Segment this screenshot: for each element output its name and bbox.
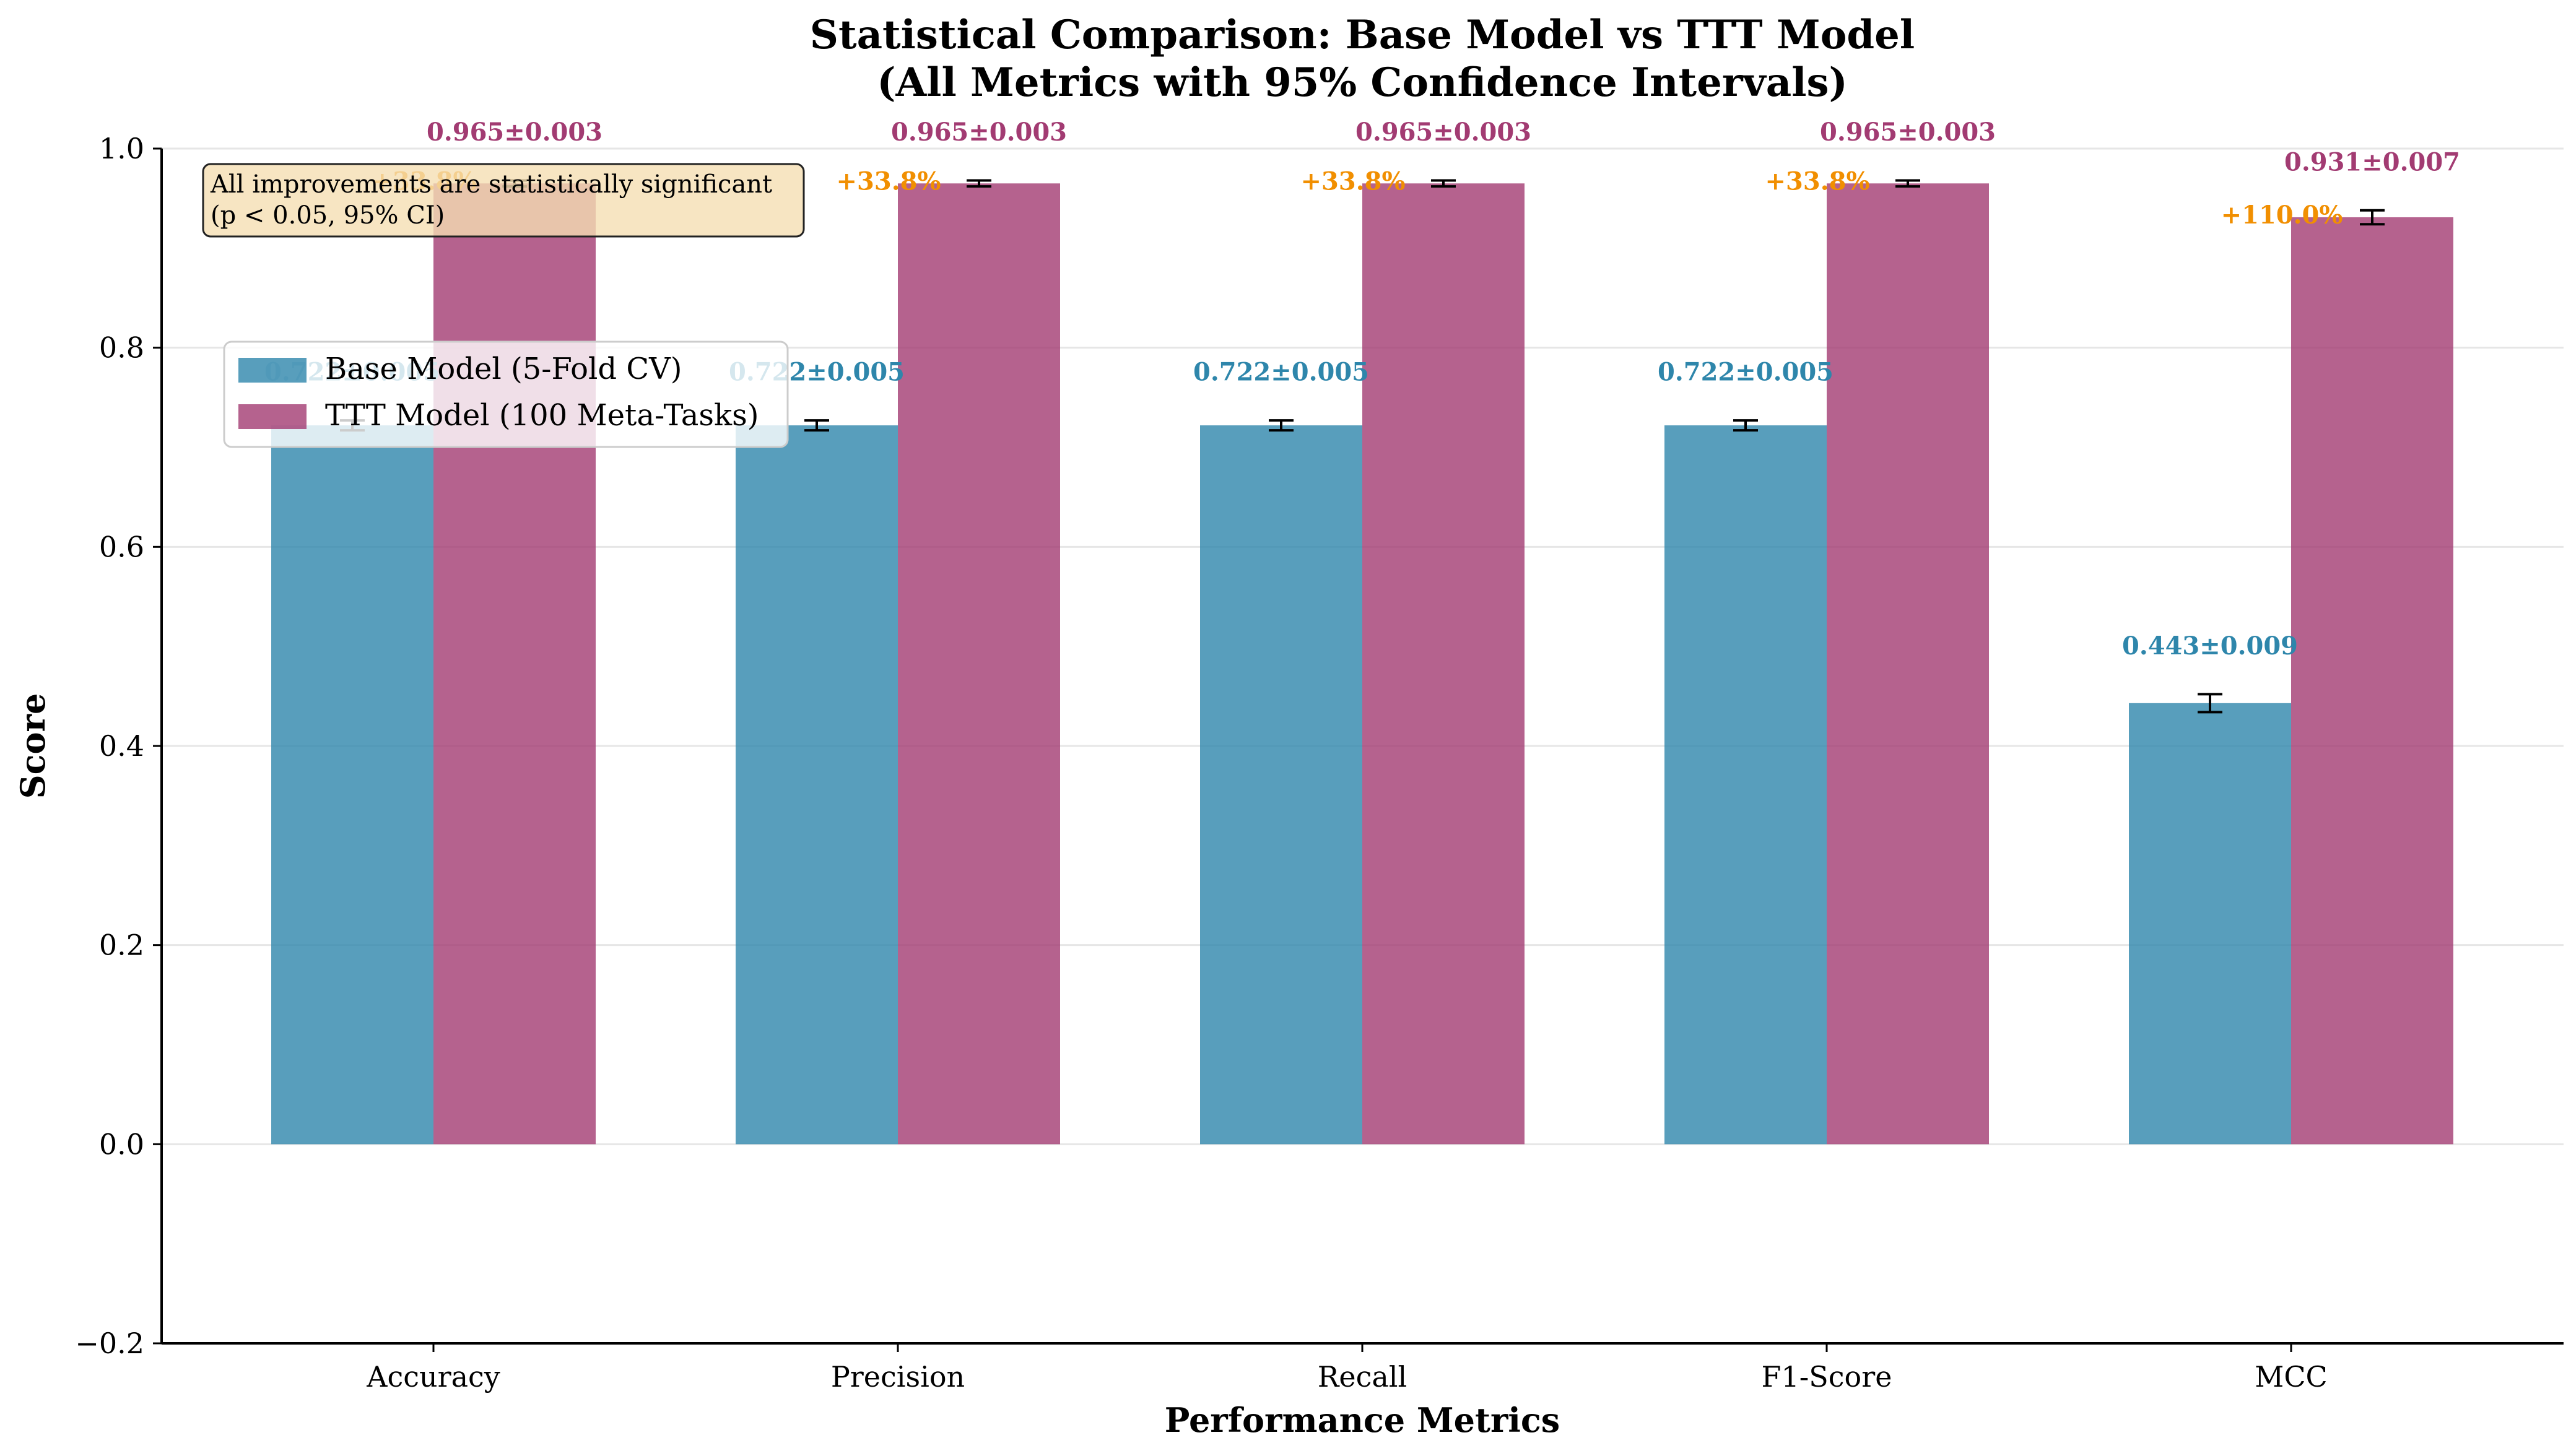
improvement-label: +33.8% [1765, 167, 1870, 196]
y-tick-label: 0.4 [99, 729, 144, 763]
legend-label-ttt-model: TTT Model (100 Meta-Tasks) [325, 398, 759, 433]
x-tick-label: Recall [1318, 1360, 1407, 1393]
legend-label-base-model: Base Model (5-Fold CV) [325, 352, 682, 386]
improvement-label: +33.8% [837, 167, 941, 196]
bar-base-model [1664, 425, 1827, 1145]
x-tick-label: Accuracy [366, 1360, 500, 1393]
legend-swatch-base-model [238, 358, 307, 383]
y-tick-label: 0.8 [99, 331, 144, 365]
legend: Base Model (5-Fold CV) TTT Model (100 Me… [223, 340, 789, 448]
value-label-ttt-model: 0.965±0.003 [1355, 118, 1531, 147]
value-label-base-model: 0.443±0.009 [2122, 631, 2298, 661]
value-label-ttt-model: 0.931±0.007 [2284, 147, 2460, 176]
y-tick-label: 0.6 [99, 530, 144, 563]
bar-ttt-model [1362, 183, 1525, 1145]
bar-ttt-model [2291, 217, 2453, 1145]
legend-swatch-ttt-model [238, 404, 307, 429]
value-label-base-model: 0.722±0.005 [1193, 358, 1369, 387]
x-axis-label: Performance Metrics [1165, 1400, 1560, 1440]
y-tick-label: −0.2 [75, 1327, 144, 1360]
x-tick-label: F1-Score [1762, 1360, 1892, 1393]
bar-base-model [1200, 425, 1362, 1145]
significance-annotation: All improvements are statistically signi… [202, 163, 805, 238]
bar-ttt-model [433, 183, 596, 1145]
x-ticks: Accuracy Precision Recall F1-Score MCC [366, 1343, 2328, 1393]
y-tick-label: 1.0 [99, 132, 144, 165]
legend-frame [223, 340, 789, 448]
x-tick-label: Precision [831, 1360, 965, 1393]
y-ticks: −0.2 0.0 0.2 0.4 0.6 0.8 1.0 [75, 132, 162, 1360]
value-label-ttt-model: 0.965±0.003 [1820, 118, 1996, 147]
annotation-background [202, 163, 805, 238]
bar-ttt-model [1827, 183, 1989, 1145]
value-label-ttt-model: 0.965±0.003 [427, 118, 603, 147]
annotation-line-2: (p < 0.05, 95% CI) [211, 201, 445, 230]
bar-base-model [736, 425, 898, 1145]
y-tick-label: 0.0 [99, 1127, 144, 1161]
y-axis-label: Score [13, 693, 53, 799]
value-label-base-model: 0.722±0.005 [1658, 358, 1834, 387]
bar-base-model [271, 425, 433, 1145]
y-tick-label: 0.2 [99, 929, 144, 962]
bars [271, 183, 2453, 1145]
value-label-ttt-model: 0.965±0.003 [891, 118, 1067, 147]
chart-title-line2: (All Metrics with 95% Confidence Interva… [877, 59, 1848, 106]
improvement-label: +33.8% [1301, 167, 1406, 196]
chart-title-line1: Statistical Comparison: Base Model vs TT… [810, 12, 1915, 58]
bar-ttt-model [898, 183, 1060, 1145]
x-tick-label: MCC [2255, 1360, 2328, 1393]
improvement-label: +110.0% [2221, 201, 2343, 230]
annotation-line-1: All improvements are statistically signi… [210, 170, 772, 199]
bar-base-model [2129, 703, 2291, 1145]
